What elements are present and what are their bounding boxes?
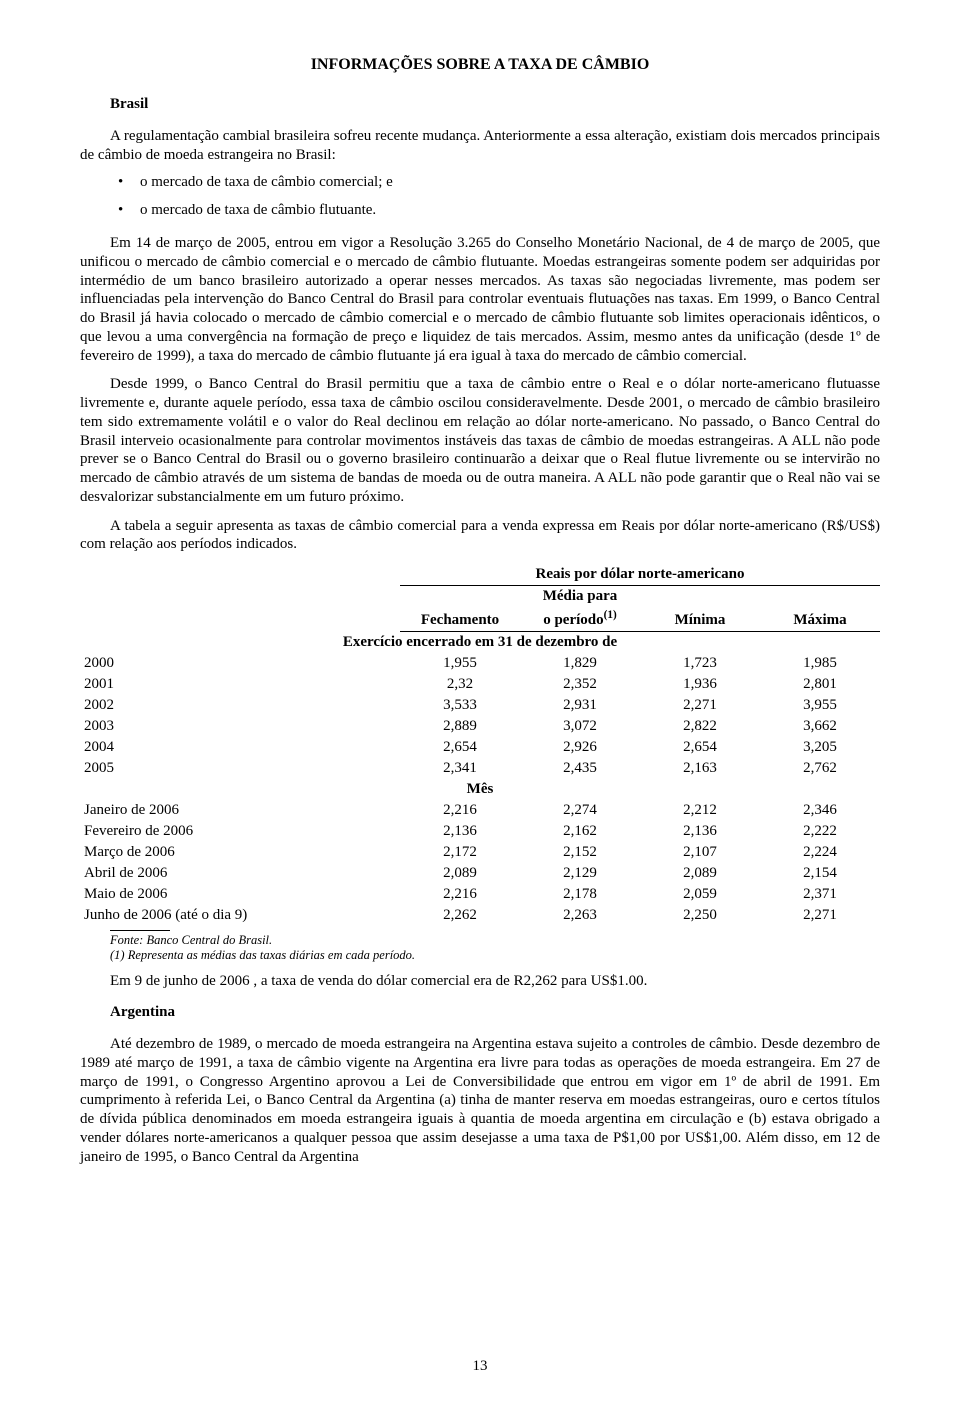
cell-value: 2,222: [760, 821, 880, 842]
row-label: 2001: [80, 674, 400, 695]
cell-value: 2,162: [520, 821, 640, 842]
cell-value: 3,533: [400, 695, 520, 716]
col-media-line2: o período(1): [520, 607, 640, 632]
cell-value: 2,212: [640, 800, 760, 821]
row-label: Maio de 2006: [80, 884, 400, 905]
cell-value: 2,216: [400, 800, 520, 821]
row-label: Junho de 2006 (até o dia 9): [80, 905, 400, 926]
page-number: 13: [0, 1358, 960, 1375]
argentina-paragraph: Até dezembro de 1989, o mercado de moeda…: [80, 1035, 880, 1166]
cell-value: 2,154: [760, 863, 880, 884]
col-maxima: Máxima: [760, 586, 880, 632]
table-row: Junho de 2006 (até o dia 9)2,2622,2632,2…: [80, 905, 880, 926]
cell-value: 2,262: [400, 905, 520, 926]
cell-value: 2,801: [760, 674, 880, 695]
cell-value: 2,274: [520, 800, 640, 821]
row-label: Março de 2006: [80, 842, 400, 863]
row-label: 2002: [80, 695, 400, 716]
table-row: 20042,6542,9262,6543,205: [80, 737, 880, 758]
cell-value: 2,271: [760, 905, 880, 926]
page-title: INFORMAÇÕES SOBRE A TAXA DE CÂMBIO: [80, 56, 880, 74]
intro-paragraph: A regulamentação cambial brasileira sofr…: [80, 127, 880, 165]
paragraph-3: Desde 1999, o Banco Central do Brasil pe…: [80, 375, 880, 506]
cell-value: 2,059: [640, 884, 760, 905]
cell-value: 2,931: [520, 695, 640, 716]
cell-value: 2,224: [760, 842, 880, 863]
bullet-item: o mercado de taxa de câmbio flutuante.: [80, 201, 880, 220]
footnote-source: Fonte: Banco Central do Brasil.: [110, 933, 880, 948]
cell-value: 2,129: [520, 863, 640, 884]
document-page: INFORMAÇÕES SOBRE A TAXA DE CÂMBIO Brasi…: [0, 0, 960, 1403]
cell-value: 2,172: [400, 842, 520, 863]
cell-value: 1,936: [640, 674, 760, 695]
cell-value: 2,178: [520, 884, 640, 905]
row-label: 2005: [80, 758, 400, 779]
row-label: Janeiro de 2006: [80, 800, 400, 821]
cell-value: 2,089: [640, 863, 760, 884]
row-label: 2004: [80, 737, 400, 758]
table-row: 20032,8893,0722,8223,662: [80, 716, 880, 737]
cell-value: 2,435: [520, 758, 640, 779]
cell-value: 2,136: [640, 821, 760, 842]
row-label: 2003: [80, 716, 400, 737]
cell-value: 2,341: [400, 758, 520, 779]
cell-value: 1,829: [520, 653, 640, 674]
cell-value: 2,271: [640, 695, 760, 716]
paragraph-2: Em 14 de março de 2005, entrou em vigor …: [80, 234, 880, 365]
table-row: Maio de 20062,2162,1782,0592,371: [80, 884, 880, 905]
cell-value: 2,136: [400, 821, 520, 842]
group2-title: Mês: [80, 779, 880, 800]
table-footnotes: Fonte: Banco Central do Brasil. (1) Repr…: [80, 930, 880, 963]
cell-value: 2,371: [760, 884, 880, 905]
row-label: Fevereiro de 2006: [80, 821, 400, 842]
footnote-1: (1) Representa as médias das taxas diári…: [110, 948, 880, 963]
cell-value: 1,723: [640, 653, 760, 674]
table-row: Fevereiro de 20062,1362,1622,1362,222: [80, 821, 880, 842]
cell-value: 2,654: [640, 737, 760, 758]
cell-value: 2,152: [520, 842, 640, 863]
cell-value: 3,955: [760, 695, 880, 716]
group1-title: Exercício encerrado em 31 de dezembro de: [80, 632, 880, 654]
exchange-rate-table: Reais por dólar norte-americano Fechamen…: [80, 564, 880, 926]
cell-value: 2,163: [640, 758, 760, 779]
table-row: 20052,3412,4352,1632,762: [80, 758, 880, 779]
row-label: 2000: [80, 653, 400, 674]
table-row: 20023,5332,9312,2713,955: [80, 695, 880, 716]
cell-value: 2,926: [520, 737, 640, 758]
market-list: o mercado de taxa de câmbio comercial; e…: [80, 173, 880, 221]
cell-value: 2,654: [400, 737, 520, 758]
cell-value: 2,089: [400, 863, 520, 884]
heading-argentina: Argentina: [110, 1004, 880, 1021]
row-label: Abril de 2006: [80, 863, 400, 884]
cell-value: 3,205: [760, 737, 880, 758]
table-row: Março de 20062,1722,1522,1072,224: [80, 842, 880, 863]
cell-value: 2,32: [400, 674, 520, 695]
cell-value: 2,250: [640, 905, 760, 926]
cell-value: 2,762: [760, 758, 880, 779]
cell-value: 2,346: [760, 800, 880, 821]
table-super-header: Reais por dólar norte-americano: [400, 564, 880, 586]
heading-brasil: Brasil: [110, 96, 880, 113]
cell-value: 3,072: [520, 716, 640, 737]
cell-value: 2,263: [520, 905, 640, 926]
table-row: 20001,9551,8291,7231,985: [80, 653, 880, 674]
bullet-item: o mercado de taxa de câmbio comercial; e: [80, 173, 880, 192]
cell-value: 2,822: [640, 716, 760, 737]
cell-value: 2,352: [520, 674, 640, 695]
cell-value: 3,662: [760, 716, 880, 737]
cell-value: 2,889: [400, 716, 520, 737]
table-row: 20012,322,3521,9362,801: [80, 674, 880, 695]
cell-value: 2,216: [400, 884, 520, 905]
col-media-line1: Média para: [520, 586, 640, 608]
col-minima: Mínima: [640, 586, 760, 632]
post-table-note: Em 9 de junho de 2006 , a taxa de venda …: [110, 973, 880, 990]
paragraph-4: A tabela a seguir apresenta as taxas de …: [80, 517, 880, 555]
cell-value: 1,985: [760, 653, 880, 674]
table-row: Abril de 20062,0892,1292,0892,154: [80, 863, 880, 884]
table-row: Janeiro de 20062,2162,2742,2122,346: [80, 800, 880, 821]
cell-value: 1,955: [400, 653, 520, 674]
col-fechamento: Fechamento: [400, 586, 520, 632]
cell-value: 2,107: [640, 842, 760, 863]
